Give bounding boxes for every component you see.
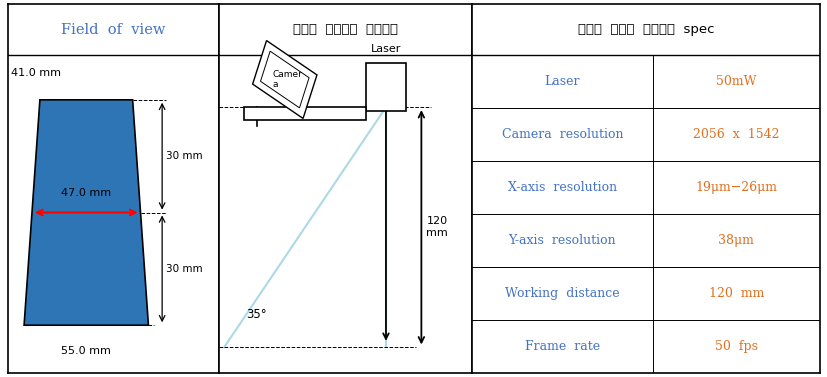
Polygon shape: [252, 41, 317, 118]
Text: 50mW: 50mW: [715, 75, 756, 89]
Text: X-axis  resolution: X-axis resolution: [507, 181, 616, 195]
Text: 38μm: 38μm: [718, 234, 753, 247]
Polygon shape: [261, 51, 308, 108]
Text: 35°: 35°: [246, 308, 267, 320]
Text: Camer
a: Camer a: [272, 70, 302, 89]
Text: 개발된  레이저  비전센서  spec: 개발된 레이저 비전센서 spec: [577, 23, 713, 36]
Text: 레이저  비전센서  기초설계: 레이저 비전센서 기초설계: [293, 23, 398, 36]
Text: 30 mm: 30 mm: [166, 151, 203, 161]
Text: 120
mm: 120 mm: [426, 216, 447, 238]
Text: Working  distance: Working distance: [504, 287, 619, 300]
Text: 47.0 mm: 47.0 mm: [61, 188, 111, 198]
Text: Frame  rate: Frame rate: [524, 340, 600, 353]
Text: 55.0 mm: 55.0 mm: [61, 346, 111, 356]
Text: 2056  x  1542: 2056 x 1542: [692, 129, 778, 141]
Text: Laser: Laser: [370, 44, 400, 54]
Text: 41.0 mm: 41.0 mm: [11, 67, 60, 78]
Text: Y-axis  resolution: Y-axis resolution: [508, 234, 615, 247]
Text: 19μm−26μm: 19μm−26μm: [695, 181, 777, 195]
Text: Camera  resolution: Camera resolution: [501, 129, 623, 141]
Text: Field  of  view: Field of view: [61, 23, 165, 37]
Text: 120  mm: 120 mm: [708, 287, 763, 300]
Polygon shape: [24, 100, 148, 325]
Text: 50  fps: 50 fps: [714, 340, 757, 353]
Bar: [366, 63, 406, 111]
Text: Laser: Laser: [544, 75, 580, 89]
Text: 30 mm: 30 mm: [166, 264, 203, 274]
Bar: [244, 107, 366, 120]
